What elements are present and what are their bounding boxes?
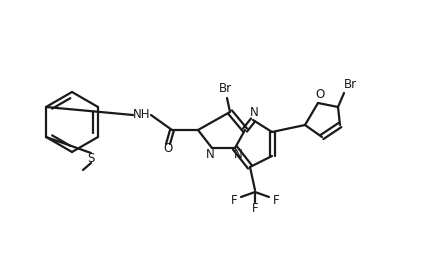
Text: N: N — [234, 148, 243, 161]
Text: O: O — [315, 87, 325, 100]
Text: S: S — [87, 151, 95, 164]
Text: N: N — [206, 148, 215, 161]
Text: Br: Br — [218, 83, 232, 96]
Text: F: F — [231, 194, 237, 207]
Text: O: O — [163, 141, 173, 154]
Text: NH: NH — [133, 109, 151, 122]
Text: F: F — [273, 194, 279, 207]
Text: Br: Br — [343, 77, 357, 90]
Text: N: N — [250, 106, 258, 119]
Text: F: F — [252, 201, 258, 214]
